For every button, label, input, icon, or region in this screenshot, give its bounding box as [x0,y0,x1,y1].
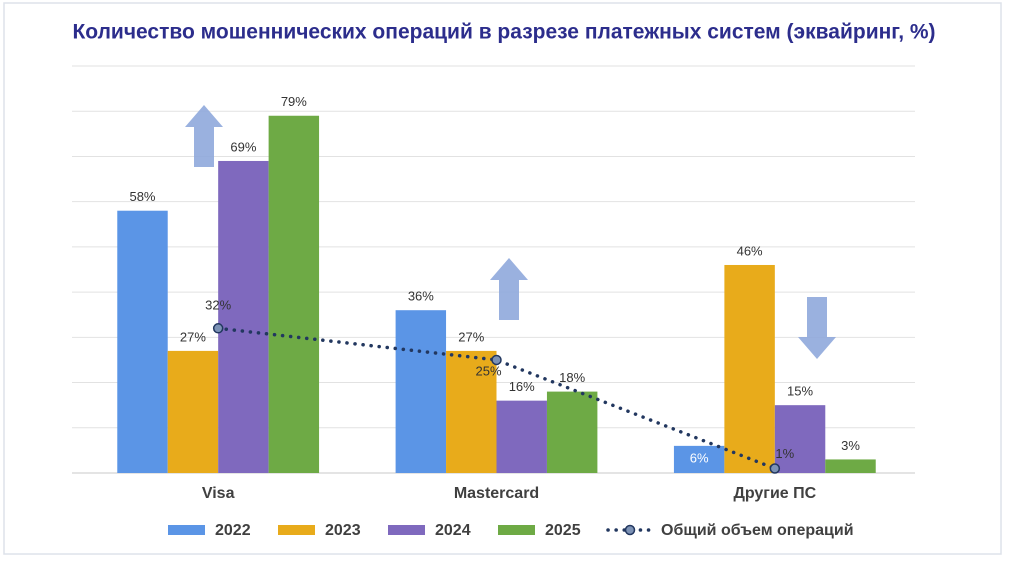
trend-arrows [185,105,836,359]
legend-swatch [168,525,205,535]
legend-label: 2022 [215,522,251,539]
legend-item: 2023 [278,522,361,539]
value-label: 58% [129,189,155,204]
value-label: 36% [408,289,434,304]
value-label: 46% [737,243,763,258]
value-label: 79% [281,94,307,109]
bar [218,160,269,473]
value-label: 6% [690,450,709,465]
bar [268,115,320,473]
bar [673,445,725,473]
bar [496,400,547,473]
arrow-down [798,297,836,359]
bar [825,459,876,473]
bar [724,264,775,473]
legend-label: 2023 [325,522,361,539]
value-label: 16% [509,379,535,394]
line [216,326,777,471]
legend-label: 2024 [435,522,471,539]
line-marker [212,323,224,334]
bar [446,350,497,473]
value-label: 15% [787,384,813,399]
x-tick-label: Visa [202,485,235,502]
legend-item: 2025 [498,522,581,539]
x-tick-label: Mastercard [454,485,539,502]
chart-title: Количество мошеннических операций в разр… [72,21,935,44]
value-label: 18% [559,370,585,385]
legend-item: 2024 [388,522,471,539]
arrow-up [185,105,223,167]
value-label: 1% [775,446,794,461]
bar [546,391,598,473]
bar [117,210,168,473]
value-label: 25% [475,363,501,378]
legend-marker [624,524,636,536]
bar [167,350,219,473]
legend-label: 2025 [545,522,581,539]
x-tick-label: Другие ПС [733,485,816,502]
legend-item: 2022 [168,522,251,539]
arrow-up [490,258,528,320]
legend-swatch [498,525,535,535]
legend-swatch [388,525,425,535]
value-label: 69% [230,139,256,154]
value-label: 32% [205,298,231,313]
bar [774,405,826,473]
legend-label: Общий объем операций [661,522,854,539]
line-marker [769,463,781,474]
legend-item: Общий объем операций [606,522,854,539]
line-marker [491,354,502,366]
bar [395,310,447,473]
legend-swatch [278,525,315,535]
value-label: 3% [841,438,860,453]
value-label: 27% [180,329,206,344]
value-label: 27% [458,329,484,344]
